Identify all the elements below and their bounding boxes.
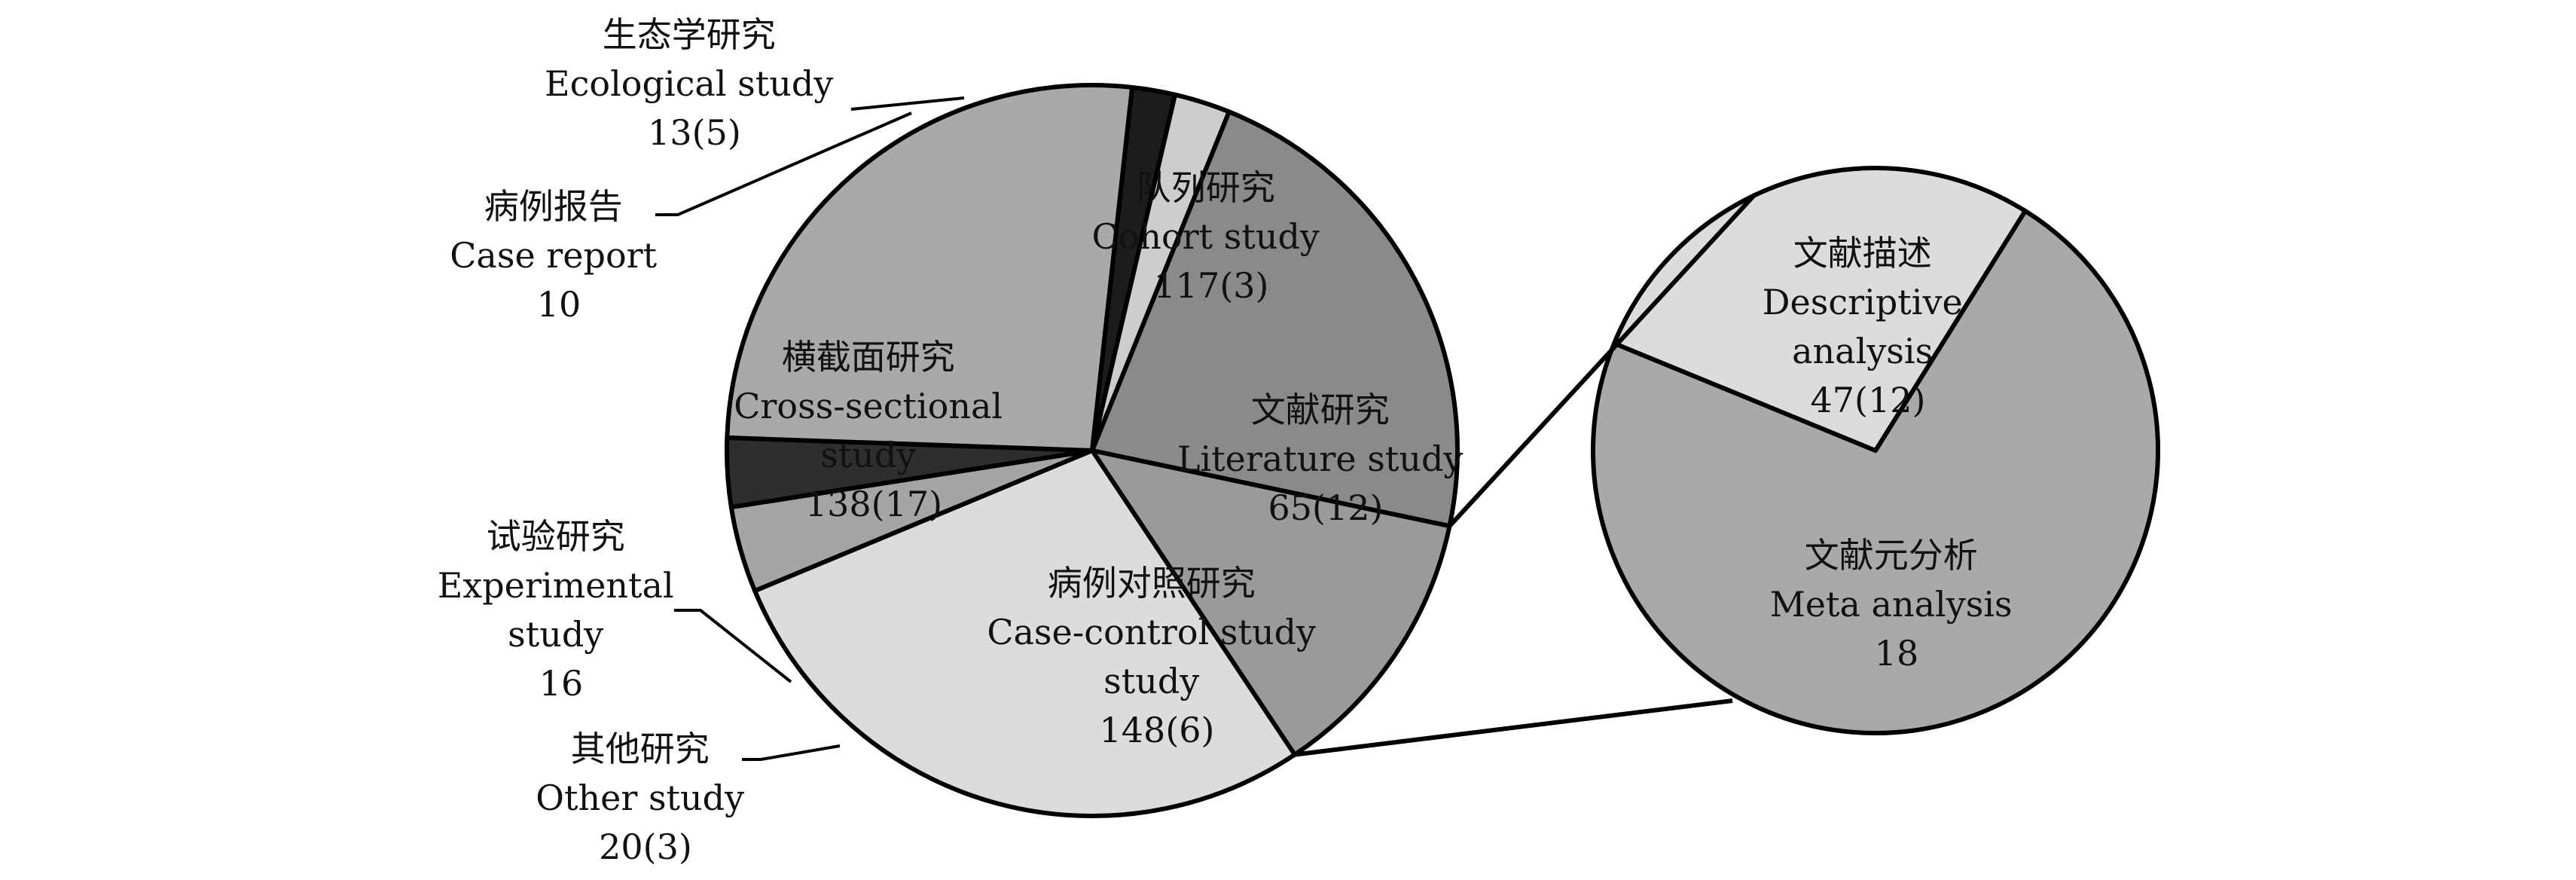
slice-label-literature: 文献研究 Literature study 65(12) xyxy=(1177,390,1474,528)
leader-line-case-report xyxy=(655,112,912,216)
slice-label-case-control: 病例对照研究 Case-control study study 148(6) xyxy=(987,563,1326,750)
sub-pie-connectors xyxy=(1294,192,1757,757)
connector-line-top xyxy=(1448,192,1757,528)
sub-slice-label-descriptive: 文献描述 Descriptive analysis 47(12) xyxy=(1763,233,1974,420)
leader-line-experimental xyxy=(674,609,792,683)
slice-label-case-report: 病例报告 Case report 10 xyxy=(450,186,668,325)
leader-line-other xyxy=(742,744,841,761)
main-pie xyxy=(725,83,1460,818)
slice-label-cross-sectional: 横截面研究 Cross-sectional study 138(17) xyxy=(734,337,1014,524)
connector-line-bottom xyxy=(1294,698,1733,757)
slice-literature xyxy=(1090,448,1452,757)
slice-label-ecological: 生态学研究 Ecological study 13(5) xyxy=(545,14,844,153)
leader-line-ecological xyxy=(850,96,965,111)
sub-slice-descriptive xyxy=(1591,208,2160,735)
leader-lines xyxy=(655,96,965,761)
slice-case-control xyxy=(752,448,1297,818)
sub-slice-label-meta: 文献元分析 Meta analysis 18 xyxy=(1770,535,2024,674)
slice-label-other: 其他研究 Other study 20(3) xyxy=(536,729,755,867)
slice-cohort xyxy=(1090,109,1460,529)
slice-label-cohort: 队列研究 Cohort study 117(3) xyxy=(1091,167,1330,306)
slice-label-experimental: 试验研究 Experimental study 16 xyxy=(438,516,685,704)
slice-cross-sectional xyxy=(725,83,1135,453)
slice-ecological xyxy=(1090,92,1232,453)
